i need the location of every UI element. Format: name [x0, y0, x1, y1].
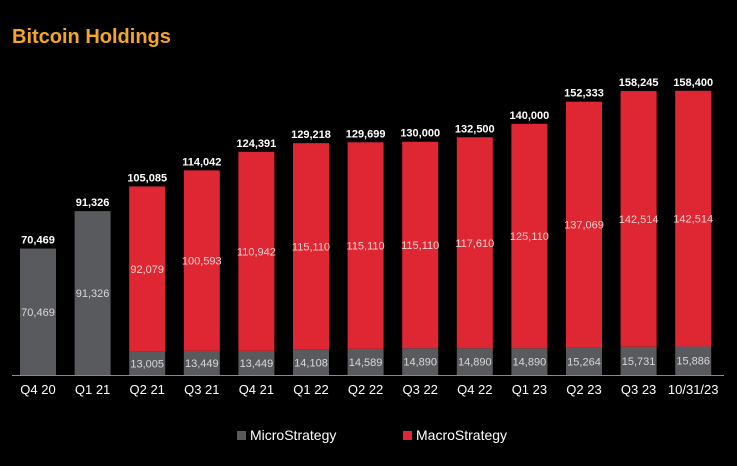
data-label-microstrategy-11: 15,731: [622, 356, 656, 368]
bar-macrostrategy-11: [620, 91, 657, 347]
x-tick-label-12: 10/31/23: [668, 382, 719, 397]
data-label-macrostrategy-8: 117,610: [455, 238, 494, 250]
bar-macrostrategy-2: [129, 186, 166, 352]
data-label-macrostrategy-3: 100,593: [182, 256, 222, 268]
x-tick-label-5: Q1 22: [293, 382, 328, 397]
total-label-11: 158,245: [619, 77, 659, 89]
bar-microstrategy-4: [238, 350, 275, 375]
data-label-microstrategy-0: 70,469: [21, 307, 55, 319]
bar-microstrategy-10: [566, 347, 602, 375]
total-label-12: 158,400: [673, 77, 713, 89]
bar-macrostrategy-6: [347, 142, 384, 349]
data-label-microstrategy-6: 14,589: [349, 357, 383, 369]
chart-title: Bitcoin Holdings: [12, 26, 171, 48]
x-tick-label-10: Q2 23: [566, 382, 601, 397]
data-label-macrostrategy-11: 142,514: [619, 214, 659, 226]
bar-macrostrategy-10: [566, 101, 602, 348]
bar-microstrategy-6: [347, 348, 384, 375]
legend-item-microstrategy: MicroStrategy: [237, 427, 336, 443]
bar-macrostrategy-8: [456, 137, 493, 349]
bar-macrostrategy-5: [293, 143, 329, 350]
x-tick-label-3: Q3 21: [184, 382, 219, 397]
total-label-10: 152,333: [564, 88, 604, 100]
data-label-macrostrategy-9: 125,110: [510, 231, 549, 243]
x-tick-label-1: Q1 21: [75, 382, 110, 397]
bar-microstrategy-7: [402, 348, 439, 375]
bar-macrostrategy-3: [183, 170, 220, 351]
x-tick-label-6: Q2 22: [348, 382, 383, 397]
total-label-1: 91,326: [76, 197, 110, 209]
total-label-9: 140,000: [510, 110, 550, 122]
total-label-7: 130,000: [400, 128, 440, 140]
data-label-macrostrategy-4: 110,942: [237, 246, 276, 258]
x-tick-label-9: Q1 23: [512, 382, 547, 397]
x-tick-label-2: Q2 21: [129, 382, 164, 397]
bar-microstrategy-0: [20, 248, 56, 375]
x-tick-label-4: Q4 21: [239, 382, 274, 397]
data-label-microstrategy-8: 14,890: [458, 357, 492, 369]
bar-microstrategy-1: [74, 211, 111, 375]
data-label-macrostrategy-10: 137,069: [564, 220, 604, 232]
total-label-0: 70,469: [21, 235, 55, 247]
bar-macrostrategy-12: [675, 90, 712, 347]
x-tick-label-11: Q3 23: [621, 382, 656, 397]
data-label-macrostrategy-2: 92,079: [130, 264, 164, 276]
data-label-macrostrategy-5: 115,110: [292, 241, 330, 253]
legend-item-macrostrategy: MacroStrategy: [403, 427, 507, 443]
bar-macrostrategy-4: [238, 151, 275, 351]
legend: MicroStrategy MacroStrategy: [0, 427, 737, 445]
total-label-2: 105,085: [127, 172, 167, 184]
data-label-microstrategy-4: 13,449: [240, 358, 274, 370]
total-label-8: 132,500: [455, 123, 495, 135]
data-label-macrostrategy-6: 115,110: [347, 241, 385, 253]
bar-microstrategy-5: [293, 349, 329, 375]
data-label-macrostrategy-7: 115,110: [401, 240, 439, 252]
data-label-microstrategy-7: 14,890: [403, 357, 437, 369]
total-label-6: 129,699: [346, 128, 386, 140]
x-tick-label-8: Q4 22: [457, 382, 492, 397]
legend-swatch-microstrategy: [237, 430, 246, 440]
data-label-microstrategy-10: 15,264: [567, 356, 601, 368]
x-tick-label-7: Q3 22: [402, 382, 437, 397]
bar-microstrategy-3: [183, 350, 220, 375]
bar-macrostrategy-7: [402, 141, 439, 349]
legend-swatch-macrostrategy: [403, 430, 412, 440]
x-tick-label-0: Q4 20: [20, 382, 55, 397]
data-label-microstrategy-5: 14,108: [294, 357, 328, 369]
data-label-microstrategy-9: 14,890: [513, 357, 547, 369]
legend-label-microstrategy: MicroStrategy: [250, 427, 337, 443]
bar-microstrategy-8: [456, 348, 493, 375]
bar-microstrategy-9: [511, 348, 548, 375]
total-label-5: 129,218: [291, 129, 331, 141]
bar-macrostrategy-9: [511, 123, 548, 349]
bar-microstrategy-12: [675, 346, 712, 375]
data-label-microstrategy-1: 91,326: [76, 288, 110, 300]
data-label-microstrategy-3: 13,449: [185, 358, 219, 370]
data-label-microstrategy-12: 15,886: [676, 356, 710, 368]
total-label-4: 124,391: [237, 138, 277, 150]
legend-label-macrostrategy: MacroStrategy: [416, 427, 508, 443]
data-label-macrostrategy-12: 142,514: [673, 214, 713, 226]
data-label-microstrategy-2: 13,005: [130, 358, 164, 370]
bar-microstrategy-11: [620, 346, 657, 375]
bar-microstrategy-2: [129, 351, 166, 375]
total-label-3: 114,042: [182, 156, 221, 168]
